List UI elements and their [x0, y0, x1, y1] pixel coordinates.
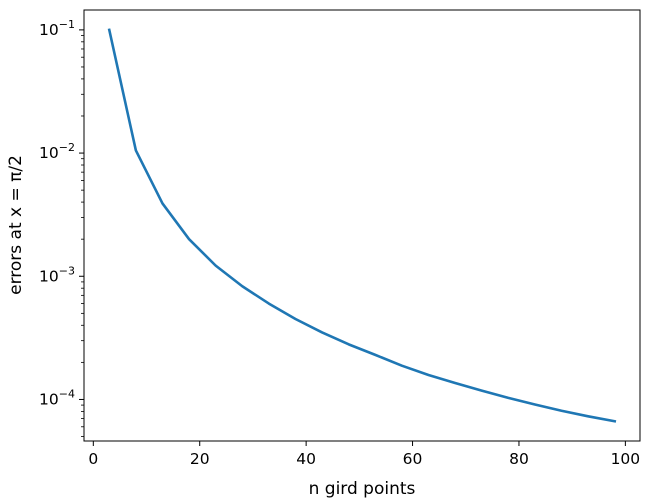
y-tick-label: 10−1 [39, 18, 75, 39]
x-axis: 0 20 40 60 80 100 [88, 441, 640, 468]
y-minor-ticks [81, 35, 84, 437]
y-axis: 10−4 10−3 10−2 10−1 [39, 18, 84, 408]
x-tick-label: 80 [509, 450, 529, 468]
x-tick-label: 20 [190, 450, 210, 468]
x-tick-label: 100 [611, 450, 641, 468]
y-axis-label: errors at x = π/2 [6, 155, 26, 295]
y-tick-label: 10−2 [39, 141, 75, 162]
x-tick-label: 40 [296, 450, 316, 468]
plot-area [83, 9, 641, 442]
x-tick-label: 0 [88, 450, 98, 468]
x-tick-label: 60 [403, 450, 423, 468]
x-axis-label: n gird points [309, 479, 416, 499]
series-line [107, 28, 617, 423]
y-tick-label: 10−3 [39, 264, 75, 285]
y-tick-label: 10−4 [39, 387, 75, 408]
